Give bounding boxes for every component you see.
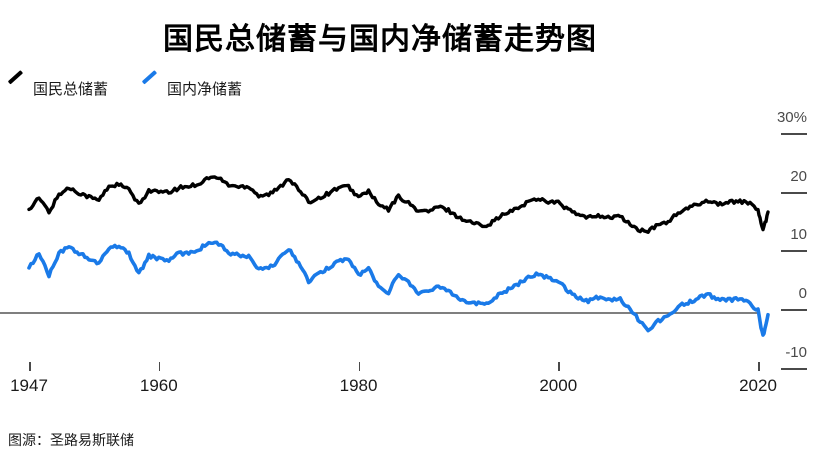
- y-axis-tick-mark: [781, 132, 807, 135]
- chart-legend: 国民总储蓄 国内净储蓄: [8, 78, 242, 99]
- x-axis-tick-label: 1980: [339, 376, 378, 395]
- legend-item-gross-saving[interactable]: 国民总储蓄: [8, 78, 108, 99]
- x-axis: 1947 1960 1980 2000 2020: [0, 362, 831, 402]
- page-title: 国民总储蓄与国内净储蓄走势图: [163, 22, 597, 57]
- y-axis-tick-mark: [781, 191, 807, 194]
- x-axis-tick-label: 1947: [10, 376, 48, 395]
- y-axis-tick-label: 0: [798, 285, 807, 302]
- y-axis-tick-mark: [781, 309, 807, 311]
- source-note: 图源：圣路易斯联储: [8, 433, 134, 449]
- x-axis-tick-mark: [758, 362, 760, 371]
- x-axis-tick-label: 1960: [139, 376, 178, 395]
- x-axis-tick-label: 2020: [739, 376, 777, 395]
- x-axis-tick-mark: [158, 362, 161, 371]
- series-line-gross-saving: [27, 175, 770, 234]
- x-axis-tick-mark: [558, 362, 560, 371]
- legend-label-net-saving: 国内净储蓄: [167, 80, 243, 98]
- y-axis-tick-label: 10: [790, 226, 807, 244]
- y-axis-tick-mark: [781, 367, 807, 370]
- y-axis: 30% 20 10 0 -10: [763, 0, 831, 457]
- y-axis-tick-label: -10: [785, 343, 807, 361]
- legend-label-gross-saving: 国民总储蓄: [33, 80, 109, 98]
- y-axis-tick-mark: [781, 250, 807, 253]
- y-axis-tick-label: 30%: [776, 108, 807, 126]
- x-axis-tick-label: 2000: [539, 376, 578, 395]
- x-axis-tick-mark: [358, 362, 361, 371]
- legend-item-net-saving[interactable]: 国内净储蓄: [142, 78, 242, 99]
- series-line-net-saving: [27, 240, 770, 337]
- x-axis-tick-mark: [29, 362, 31, 371]
- y-axis-tick-label: 20: [790, 167, 807, 185]
